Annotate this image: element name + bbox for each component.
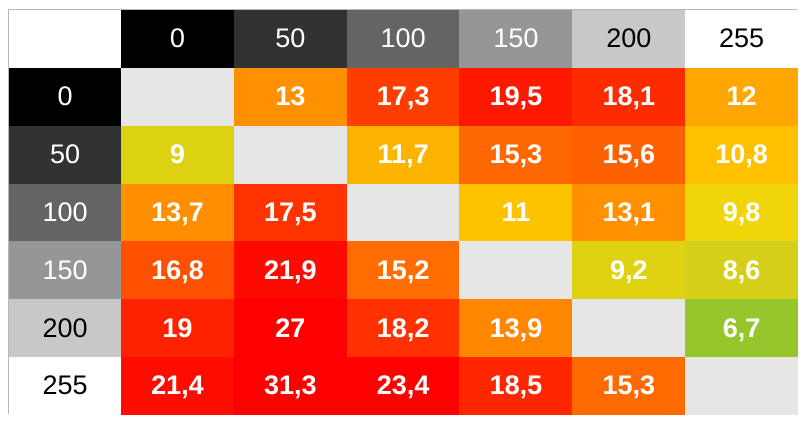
row-header-255: 255 (9, 357, 121, 415)
heatmap-cell-r255-c50: 31,3 (233, 357, 347, 415)
heatmap-cell-r0-c200: 18,1 (572, 67, 686, 126)
heatmap-table: 0 50 100 150 200 255 0 13 17,3 19,5 18,1 12 50 9 11,7 1… (8, 9, 798, 415)
heatmap-cell-r150-c255: 8,6 (685, 241, 798, 300)
heatmap-cell-r255-c150: 18,5 (459, 357, 573, 415)
column-header-100: 100 (346, 10, 460, 68)
row-header-150: 150 (9, 241, 121, 300)
heatmap-cell-r150-c50: 21,9 (233, 241, 347, 300)
heatmap-cell-r200-c200 (572, 299, 686, 358)
heatmap-cell-r50-c100: 11,7 (346, 125, 460, 184)
heatmap-cell-r200-c0: 19 (121, 299, 234, 358)
heatmap-corner (9, 10, 121, 68)
heatmap-cell-r100-c200: 13,1 (572, 183, 686, 242)
heatmap-cell-r255-c100: 23,4 (346, 357, 460, 415)
column-header-0: 0 (121, 10, 234, 68)
heatmap-cell-r255-c200: 15,3 (572, 357, 686, 415)
heatmap-cell-r0-c50: 13 (233, 67, 347, 126)
heatmap-cell-r0-c100: 17,3 (346, 67, 460, 126)
heatmap-cell-r200-c100: 18,2 (346, 299, 460, 358)
heatmap-cell-r0-c150: 19,5 (459, 67, 573, 126)
heatmap-cell-r150-c150 (459, 241, 573, 300)
heatmap-cell-r100-c50: 17,5 (233, 183, 347, 242)
heatmap-cell-r255-c255 (685, 357, 798, 415)
heatmap-cell-r200-c150: 13,9 (459, 299, 573, 358)
heatmap-cell-r100-c0: 13,7 (121, 183, 234, 242)
heatmap-cell-r50-c50 (233, 125, 347, 184)
heatmap-cell-r100-c100 (346, 183, 460, 242)
heatmap-cell-r0-c0 (121, 67, 234, 126)
row-header-0: 0 (9, 67, 121, 126)
row-header-100: 100 (9, 183, 121, 242)
heatmap-cell-r200-c255: 6,7 (685, 299, 798, 358)
heatmap-cell-r150-c0: 16,8 (121, 241, 234, 300)
heatmap-cell-r200-c50: 27 (233, 299, 347, 358)
heatmap-cell-r255-c0: 21,4 (121, 357, 234, 415)
column-header-255: 255 (685, 10, 798, 68)
heatmap-cell-r100-c255: 9,8 (685, 183, 798, 242)
column-header-200: 200 (572, 10, 686, 68)
row-header-50: 50 (9, 125, 121, 184)
heatmap-cell-r50-c255: 10,8 (685, 125, 798, 184)
heatmap-cell-r50-c0: 9 (121, 125, 234, 184)
heatmap-cell-r150-c200: 9,2 (572, 241, 686, 300)
heatmap-cell-r150-c100: 15,2 (346, 241, 460, 300)
column-header-150: 150 (459, 10, 573, 68)
row-header-200: 200 (9, 299, 121, 358)
column-header-50: 50 (233, 10, 347, 68)
heatmap-cell-r50-c200: 15,6 (572, 125, 686, 184)
heatmap-cell-r50-c150: 15,3 (459, 125, 573, 184)
heatmap-cell-r0-c255: 12 (685, 67, 798, 126)
heatmap-cell-r100-c150: 11 (459, 183, 573, 242)
